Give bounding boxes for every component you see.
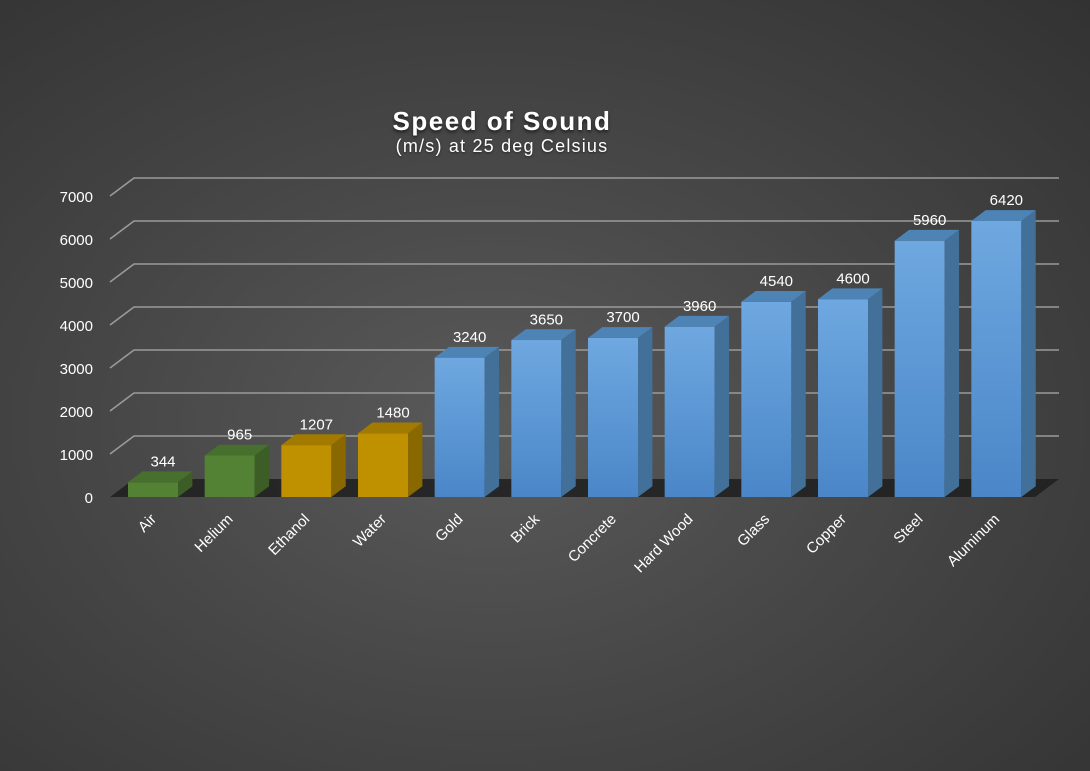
gridline xyxy=(109,220,1059,240)
bar-top xyxy=(434,346,500,358)
chart-title: Speed of Sound xyxy=(392,106,612,136)
bar-front xyxy=(818,299,868,497)
data-label: 3240 xyxy=(453,329,486,346)
data-label: 1207 xyxy=(300,416,333,433)
x-tick-label: Glass xyxy=(734,511,773,550)
x-tick-label: Air xyxy=(135,511,160,536)
bar xyxy=(818,288,883,497)
data-label: 1480 xyxy=(376,405,409,422)
x-tick-label: Gold xyxy=(432,511,466,545)
bar-front xyxy=(511,340,562,497)
x-tick-label: Ethanol xyxy=(265,511,313,559)
bar-side xyxy=(331,434,346,497)
y-tick-label: 1000 xyxy=(60,447,93,464)
bar xyxy=(971,210,1036,497)
bar-front xyxy=(281,445,332,497)
bar-top xyxy=(358,422,423,434)
gridline xyxy=(109,263,1059,283)
bar xyxy=(204,444,270,497)
data-label: 965 xyxy=(227,427,252,444)
bar xyxy=(664,315,730,497)
bar-side xyxy=(408,422,423,497)
bar-side xyxy=(178,471,193,497)
bar-top xyxy=(741,290,806,302)
y-tick-label: 0 xyxy=(85,490,93,507)
bar-front xyxy=(741,301,792,497)
bar-side xyxy=(484,346,500,497)
bar-top xyxy=(128,471,193,483)
bar-side xyxy=(561,329,576,497)
data-label: 3700 xyxy=(606,309,639,326)
bar-side xyxy=(254,444,270,497)
x-tick-label: Concrete xyxy=(565,511,620,566)
bar xyxy=(358,422,423,497)
data-label: 5960 xyxy=(913,212,946,229)
bar xyxy=(741,290,806,497)
data-label: 4600 xyxy=(836,270,869,287)
y-tick-label: 4000 xyxy=(60,318,93,335)
bar-side xyxy=(791,290,806,497)
bar-top xyxy=(971,210,1036,221)
bar-side xyxy=(714,315,730,497)
x-tick-label: Helium xyxy=(191,511,236,556)
bar xyxy=(128,471,193,497)
bar xyxy=(511,329,576,497)
bar-top xyxy=(511,329,576,341)
data-label: 344 xyxy=(150,453,175,470)
y-tick-label: 2000 xyxy=(60,404,93,421)
bar-top xyxy=(204,444,270,456)
x-tick-label: Aluminum xyxy=(944,511,1003,570)
bar-side xyxy=(868,288,883,497)
bar-side xyxy=(638,327,653,497)
bar xyxy=(588,327,653,497)
bar-top xyxy=(894,229,960,241)
bar-side xyxy=(1021,210,1036,497)
bar-front xyxy=(358,433,408,497)
bar-front xyxy=(894,240,945,497)
x-tick-label: Copper xyxy=(803,511,850,558)
data-label: 6420 xyxy=(990,192,1023,209)
bar-top xyxy=(664,315,730,327)
x-tick-label: Water xyxy=(350,511,390,551)
chart-subtitle: (m/s) at 25 deg Celsius xyxy=(395,136,609,156)
x-tick-label: Steel xyxy=(890,511,926,547)
bar-top xyxy=(588,327,653,338)
gridline xyxy=(109,177,1059,197)
bar-top xyxy=(281,434,346,446)
data-label: 3650 xyxy=(530,311,563,328)
bar-front xyxy=(664,326,715,497)
x-tick-label: Brick xyxy=(508,510,544,546)
y-tick-label: 7000 xyxy=(60,189,93,206)
bar-front xyxy=(434,357,485,497)
y-tick-label: 3000 xyxy=(60,361,93,378)
bar-front xyxy=(588,337,638,497)
bar-top xyxy=(818,288,883,300)
bar xyxy=(281,434,346,497)
x-tick-label: Hard Wood xyxy=(631,511,696,576)
bar-side xyxy=(944,229,960,498)
y-tick-label: 6000 xyxy=(60,232,93,249)
bar-front xyxy=(971,220,1022,497)
bar xyxy=(434,346,500,497)
data-label: 3960 xyxy=(683,298,716,315)
bar-front xyxy=(204,455,255,497)
bar-front xyxy=(128,482,178,497)
data-label: 4540 xyxy=(760,273,793,290)
y-tick-label: 5000 xyxy=(60,275,93,292)
bar xyxy=(894,229,960,498)
